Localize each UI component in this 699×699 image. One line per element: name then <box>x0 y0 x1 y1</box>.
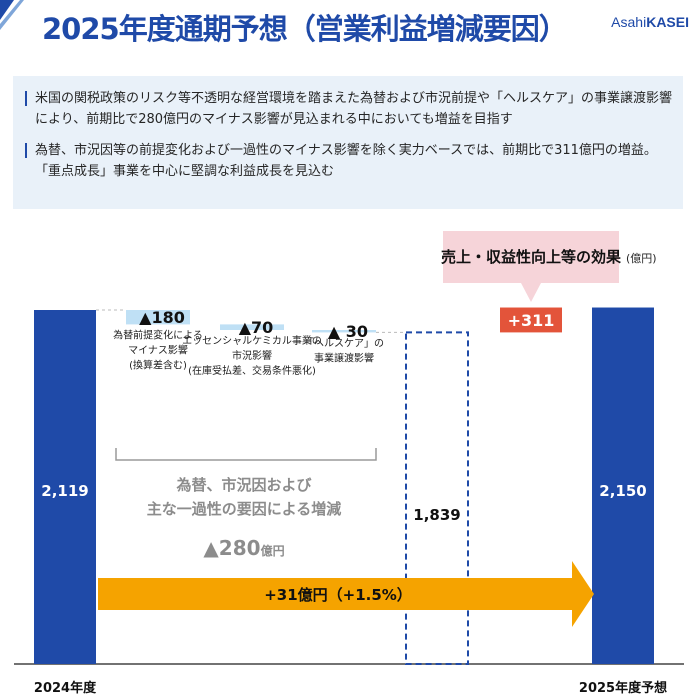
bar-decrease-fx-value-label: ▲180 <box>139 308 185 327</box>
bracket-total-label: ▲280億円 <box>203 536 284 560</box>
bar-2025-total <box>592 307 654 664</box>
growth-arrow <box>98 561 594 627</box>
bar-subtotal-dashed <box>405 331 469 665</box>
bar-decrease-healthcare-value-label: ▲ 30 <box>328 322 368 341</box>
growth-arrow-label: +31億円（+1.5%） <box>264 586 412 604</box>
bar-decrease-fx <box>126 310 190 325</box>
bar-decrease-fx-desc-line: 為替前提変化による <box>113 328 203 341</box>
bracket-total-unit: 億円 <box>261 543 285 558</box>
bar-2025-value-label: 2,150 <box>599 482 646 500</box>
page-title: 2025年度通期予想（営業利益増減要因） <box>42 12 568 46</box>
summary-note-2: 為替、市況因等の前提変化および一過性のマイナス影響を除く実力ベースでは、前期比で… <box>25 140 673 182</box>
bracket-text-line: 為替、市況因および <box>175 476 311 494</box>
bar-increase-value-label: +311 <box>508 311 555 330</box>
decrease-bracket <box>115 448 377 461</box>
bar-decrease-fx-desc-line: (換算差含む) <box>129 358 187 371</box>
bar-decrease-fx-desc-line: マイナス影響 <box>128 343 188 356</box>
bar-2024-value-label: 2,119 <box>41 482 88 500</box>
summary-notes: 米国の関税政策のリスク等不透明な経営環境を踏まえた為替および市況前提や「ヘルスケ… <box>13 76 683 209</box>
category-label-2025: 2025年度予想 <box>579 680 667 696</box>
bracket-text-line: 主な一過性の要因による増減 <box>147 500 342 518</box>
bar-increase <box>500 307 562 333</box>
category-label-2024: 2024年度 <box>34 680 97 696</box>
callout-box <box>443 231 619 302</box>
bracket-total-value: ▲280 <box>203 536 260 560</box>
bar-decrease-chemical <box>220 324 284 330</box>
corner-decoration <box>0 0 24 30</box>
bar-decrease-healthcare <box>312 330 376 333</box>
bar-decrease-healthcare-desc-line: 「ヘルスケア」の <box>304 337 384 349</box>
unit-label: (億円) <box>626 252 657 265</box>
callout-text: 売上・収益性向上等の効果 <box>441 248 622 266</box>
bar-decrease-healthcare-desc-line: 事業譲渡影響 <box>314 351 374 364</box>
bar-decrease-chemical-value-label: ▲70 <box>239 318 274 337</box>
bar-decrease-chemical-desc-line: 市況影響 <box>232 349 272 362</box>
bar-2024-total <box>34 310 96 664</box>
bar-decrease-chemical-desc-line: (在庫受払差、交易条件悪化) <box>188 364 316 377</box>
summary-note-1: 米国の関税政策のリスク等不透明な経営環境を踏まえた為替および市況前提や「ヘルスケ… <box>25 88 673 130</box>
bar-subtotal-value-label: 1,839 <box>413 506 460 524</box>
company-logo: AsahiKASEI <box>611 14 689 30</box>
bar-decrease-chemical-desc-line: エッセンシャルケミカル事業の <box>182 334 322 347</box>
